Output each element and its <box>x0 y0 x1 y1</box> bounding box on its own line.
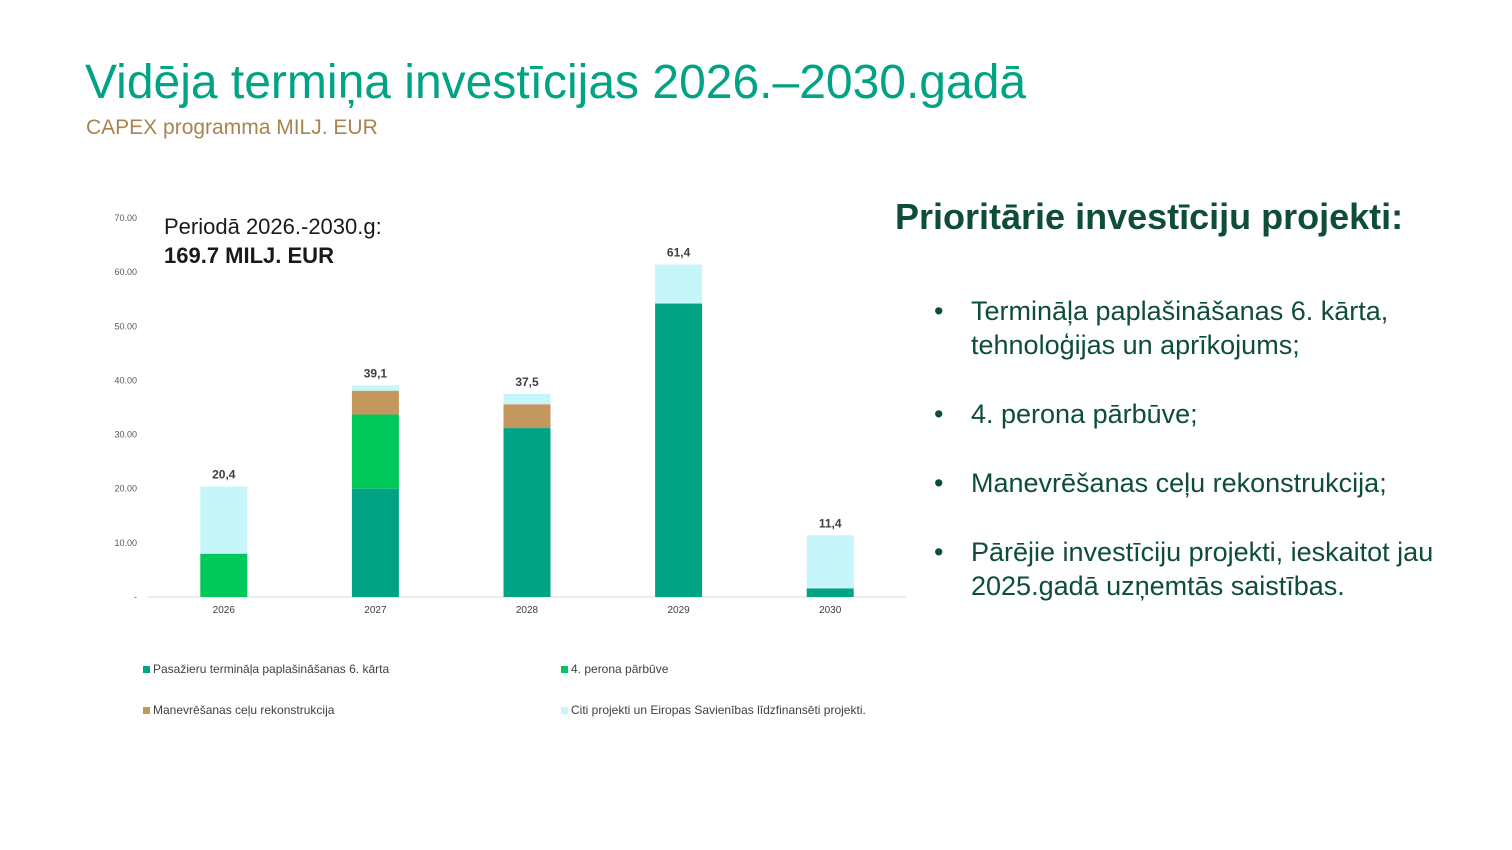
y-tick-label: 60.00 <box>114 267 137 277</box>
list-item-text: Pārējie investīciju projekti, ieskaitot … <box>971 537 1434 601</box>
y-tick-label: 50.00 <box>114 321 137 331</box>
list-item: • Manevrēšanas ceļu rekonstrukcija; <box>934 466 1454 500</box>
bar-segment <box>351 414 399 489</box>
x-tick-label: 2029 <box>667 605 690 616</box>
legend-item-manevr: Manevrēšanas ceļu rekonstrukcija <box>143 703 334 717</box>
bar-total-label: 37,5 <box>515 375 539 389</box>
list-item-text: Termināļa paplašināšanas 6. kārta, tehno… <box>971 296 1389 360</box>
y-tick-label: 70.00 <box>114 213 137 223</box>
bar-total-labels: 20,4 39,1 37,5 61,4 11,4 <box>212 246 842 531</box>
y-tick-label: 10.00 <box>114 538 137 548</box>
legend-label: Manevrēšanas ceļu rekonstrukcija <box>153 703 335 717</box>
x-axis-tick-labels: 2026 2027 2028 2029 2030 <box>213 605 842 616</box>
legend-swatch <box>143 665 150 673</box>
bar-total-label: 11,4 <box>819 516 842 530</box>
y-tick-label: 30.00 <box>114 430 137 440</box>
period-total: 169.7 MILJ. EUR <box>164 243 334 268</box>
bar-segment <box>503 404 551 429</box>
legend-swatch <box>561 706 568 714</box>
legend-item-terminal: Pasažieru termināļa paplašināšanas 6. kā… <box>143 662 389 676</box>
bar-segment <box>503 393 551 405</box>
bar-segment <box>655 303 703 597</box>
bar-total-label: 39,1 <box>364 366 388 380</box>
bar-segment <box>351 488 399 597</box>
bar-segment <box>503 428 551 597</box>
list-item-text: Manevrēšanas ceļu rekonstrukcija; <box>971 468 1387 498</box>
priority-projects-list: • Termināļa paplašināšanas 6. kārta, tehn… <box>934 294 1454 638</box>
bar-segment <box>200 553 248 597</box>
legend-label: 4. perona pārbūve <box>571 662 669 676</box>
bar-segment <box>200 486 248 554</box>
period-label: Periodā 2026.-2030.g: <box>164 214 382 239</box>
y-axis-tick-labels: - 10.00 20.00 30.00 40.00 50.00 60.00 70.00 <box>114 213 137 602</box>
slide-subtitle: CAPEX programma MILJ. EUR <box>86 116 378 139</box>
bullet-icon: • <box>934 399 944 429</box>
bullet-icon: • <box>934 468 944 498</box>
bar-segment <box>806 588 854 597</box>
legend-swatch <box>561 665 568 673</box>
period-summary: Periodā 2026.-2030.g: 169.7 MILJ. EUR <box>164 212 382 270</box>
legend-label: Citi projekti un Eiropas Savienības līdz… <box>571 703 866 717</box>
list-item: • Termināļa paplašināšanas 6. kārta, tehn… <box>934 294 1454 362</box>
legend-item-perona: 4. perona pārbūve <box>561 662 668 676</box>
chart-legend: Pasažieru termināļa paplašināšanas 6. kā… <box>143 662 903 732</box>
y-tick-label: 40.00 <box>114 375 137 385</box>
legend-item-citi: Citi projekti un Eiropas Savienības līdz… <box>561 703 866 717</box>
x-tick-label: 2026 <box>213 605 236 616</box>
bar-total-label: 20,4 <box>212 468 236 482</box>
list-item: • 4. perona pārbūve; <box>934 397 1454 431</box>
bullet-icon: • <box>934 296 944 326</box>
x-tick-label: 2027 <box>364 605 387 616</box>
slide-title: Vidēja termiņa investīcijas 2026.–2030.g… <box>85 56 1027 109</box>
x-tick-label: 2028 <box>516 605 539 616</box>
bar-stacks <box>200 264 854 597</box>
bar-segment <box>351 385 399 391</box>
x-tick-label: 2030 <box>819 605 842 616</box>
bar-segment <box>806 535 854 589</box>
y-tick-label: - <box>134 592 137 602</box>
legend-label: Pasažieru termināļa paplašināšanas 6. kā… <box>153 662 390 676</box>
y-tick-label: 20.00 <box>114 484 137 494</box>
bar-segment <box>655 264 703 304</box>
list-item: • Pārējie investīciju projekti, ieskaitot… <box>934 535 1454 603</box>
list-item-text: 4. perona pārbūve; <box>971 399 1198 429</box>
bar-total-label: 61,4 <box>667 246 691 260</box>
capex-bar-chart: - 10.00 20.00 30.00 40.00 50.00 60.00 70.00 20,… <box>114 213 906 616</box>
bar-segment <box>351 390 399 415</box>
bullet-icon: • <box>934 537 944 567</box>
priority-projects-title: Prioritārie investīciju projekti: <box>895 196 1404 237</box>
legend-swatch <box>143 706 150 714</box>
